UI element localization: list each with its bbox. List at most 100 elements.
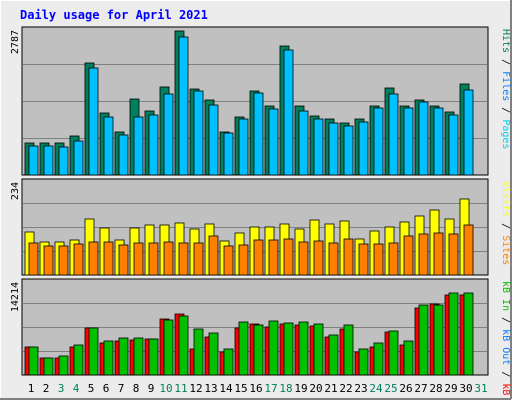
ymax-label-hits: 2787 [10, 30, 21, 54]
bar-kb-in [373, 342, 384, 376]
bar-kb-in [418, 304, 429, 376]
bar-kb-in [328, 334, 339, 376]
bar-sites [268, 239, 279, 276]
bar-kb-in [448, 292, 459, 376]
x-tick-label: 19 [294, 382, 307, 395]
bar-sites [43, 245, 54, 276]
x-tick-label: 11 [174, 382, 187, 395]
bar-files [313, 118, 324, 176]
x-tick-label: 2 [43, 382, 50, 395]
bar-sites [193, 242, 204, 276]
x-tick-label: 4 [73, 382, 80, 395]
legend-entry: kB F [500, 383, 511, 400]
bar-files [343, 125, 354, 176]
bar-kb-in [343, 324, 354, 376]
bar-kb-in [313, 323, 324, 376]
bar-sites [403, 235, 414, 276]
bar-sites [58, 245, 69, 276]
bar-files [148, 114, 159, 176]
bar-kb-in [433, 304, 444, 376]
x-tick-label: 23 [354, 382, 367, 395]
x-tick-label: 30 [459, 382, 472, 395]
legend-entry: Files [500, 71, 511, 101]
bar-sites [223, 245, 234, 276]
x-tick-label: 14 [219, 382, 233, 395]
bar-files [58, 146, 69, 176]
bar-sites [373, 243, 384, 276]
bar-sites [148, 242, 159, 276]
bar-sites [433, 232, 444, 276]
bar-files [43, 145, 54, 176]
x-tick-label: 28 [429, 382, 442, 395]
x-tick-label: 31 [474, 382, 487, 395]
legend-entry: Sites [500, 235, 511, 265]
x-tick-label: 25 [384, 382, 397, 395]
bar-sites [448, 233, 459, 276]
bar-sites [163, 241, 174, 276]
bar-sites [343, 238, 354, 276]
bar-files [358, 121, 369, 176]
bar-kb-in [298, 321, 309, 376]
bar-sites [103, 241, 114, 276]
bar-kb-in [88, 327, 99, 376]
bar-files [223, 132, 234, 176]
bar-files [268, 108, 279, 176]
legend-entry: Pages [500, 119, 511, 149]
x-tick-label: 20 [309, 382, 322, 395]
bar-sites [283, 238, 294, 276]
x-tick-label: 22 [339, 382, 352, 395]
x-tick-label: 7 [118, 382, 125, 395]
legend-entry: Visits [500, 181, 511, 217]
bar-kb-in [268, 320, 279, 376]
bar-sites [208, 235, 219, 276]
bar-files [133, 116, 144, 176]
legend-visits-sites: Visits / Sites [500, 181, 511, 265]
bar-kb-in [253, 324, 264, 376]
bar-kb-in [58, 355, 69, 376]
bar-files [388, 93, 399, 176]
x-tick-label: 10 [159, 382, 172, 395]
bar-sites [118, 244, 129, 276]
legend-hits-files: Hits / Files / Pages [500, 29, 511, 149]
x-tick-label: 9 [148, 382, 155, 395]
x-tick-label: 3 [58, 382, 65, 395]
bar-kb-in [103, 340, 114, 376]
bar-sites [358, 243, 369, 276]
x-tick-label: 16 [249, 382, 262, 395]
bar-kb-in [28, 346, 39, 376]
bar-files [448, 114, 459, 176]
x-tick-label: 29 [444, 382, 457, 395]
bar-files [28, 145, 39, 176]
x-tick-label: 18 [279, 382, 292, 395]
x-tick-label: 27 [414, 382, 427, 395]
x-tick-label: 8 [133, 382, 140, 395]
bar-files [163, 93, 174, 176]
bar-files [88, 67, 99, 176]
ymax-label-visits: 234 [10, 182, 21, 200]
bar-kb-in [73, 344, 84, 376]
bar-files [73, 140, 84, 176]
bar-files [238, 118, 249, 176]
chart-title: Daily usage for April 2021 [20, 8, 208, 22]
bar-files [403, 107, 414, 176]
bar-kb-in [118, 337, 129, 376]
bar-kb-in [223, 348, 234, 376]
bar-files [463, 89, 474, 176]
bar-kb-in [178, 315, 189, 376]
bar-files [253, 92, 264, 176]
bar-files [328, 122, 339, 176]
bar-kb-in [193, 328, 204, 376]
bar-sites [253, 239, 264, 276]
bar-files [178, 36, 189, 176]
bar-kb-in [208, 332, 219, 376]
bar-files [118, 134, 129, 176]
bar-sites [328, 242, 339, 276]
legend-kbytes: kB In / kB Out / kB F [500, 281, 511, 400]
bar-files [208, 104, 219, 176]
x-tick-label: 6 [103, 382, 110, 395]
bar-kb-in [163, 319, 174, 376]
bar-sites [388, 242, 399, 276]
bar-sites [178, 242, 189, 276]
bar-kb-in [358, 348, 369, 376]
x-tick-label: 12 [189, 382, 202, 395]
